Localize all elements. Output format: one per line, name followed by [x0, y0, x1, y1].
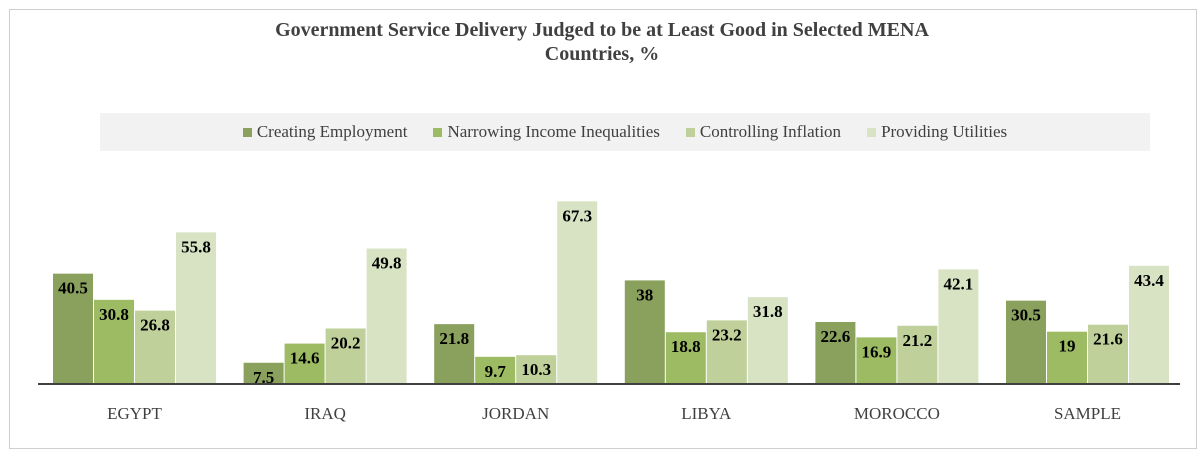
bar-egypt-creating-employment[interactable]	[53, 273, 93, 383]
x-tick-label-iraq: IRAQ	[304, 404, 346, 423]
bar-sample-providing-utilities[interactable]	[1129, 265, 1169, 383]
bar-sample-narrowing-income-inequalities[interactable]	[1047, 331, 1087, 383]
bar-egypt-controlling-inflation[interactable]	[135, 310, 175, 383]
legend-item-narrowing-income-inequalities[interactable]: Narrowing Income Inequalities	[433, 122, 660, 142]
data-label-sample-providing-utilities: 43.4	[1134, 271, 1164, 290]
bar-jordan-narrowing-income-inequalities[interactable]	[475, 356, 516, 383]
bar-iraq-providing-utilities[interactable]	[366, 248, 407, 383]
data-label-jordan-controlling-inflation: 10.3	[521, 360, 551, 379]
data-label-morocco-narrowing-income-inequalities: 16.9	[862, 342, 892, 361]
bar-iraq-creating-employment[interactable]	[243, 362, 284, 383]
x-tick-label-sample: SAMPLE	[1054, 404, 1121, 423]
data-label-iraq-providing-utilities: 49.8	[372, 254, 402, 273]
legend-swatch-providing-utilities	[867, 127, 877, 137]
data-label-jordan-creating-employment: 21.8	[439, 329, 469, 348]
data-label-egypt-creating-employment: 40.5	[58, 279, 88, 298]
legend-label-narrowing-income-inequalities: Narrowing Income Inequalities	[447, 122, 660, 141]
data-label-morocco-providing-utilities: 42.1	[944, 274, 974, 293]
legend-swatch-controlling-inflation	[685, 127, 695, 137]
bar-iraq-controlling-inflation[interactable]	[325, 328, 366, 383]
bar-libya-creating-employment[interactable]	[624, 280, 665, 383]
chart-title-line-2: Countries, %	[544, 43, 660, 65]
data-label-morocco-controlling-inflation: 21.2	[903, 331, 933, 350]
x-tick-label-libya: LIBYA	[681, 404, 732, 423]
bar-egypt-providing-utilities[interactable]	[176, 232, 216, 383]
data-label-sample-controlling-inflation: 21.6	[1093, 330, 1123, 349]
data-label-libya-creating-employment: 38	[636, 285, 653, 304]
x-tick-label-jordan: JORDAN	[482, 404, 549, 423]
bar-jordan-providing-utilities[interactable]	[557, 201, 598, 383]
chart-title: Government Service Delivery Judged to be…	[0, 18, 1204, 66]
bar-morocco-narrowing-income-inequalities[interactable]	[856, 337, 897, 383]
x-tick-label-egypt: EGYPT	[107, 404, 162, 423]
bar-morocco-providing-utilities[interactable]	[938, 269, 979, 383]
bar-iraq-narrowing-income-inequalities[interactable]	[284, 343, 325, 383]
bar-jordan-creating-employment[interactable]	[434, 324, 475, 383]
bar-morocco-controlling-inflation[interactable]	[897, 325, 938, 383]
bar-libya-narrowing-income-inequalities[interactable]	[665, 332, 706, 383]
data-label-iraq-narrowing-income-inequalities: 14.6	[290, 349, 320, 368]
legend-swatch-creating-employment	[242, 127, 252, 137]
legend-label-creating-employment: Creating Employment	[256, 122, 408, 141]
legend-label-providing-utilities: Providing Utilities	[881, 122, 1008, 141]
bar-sample-controlling-inflation[interactable]	[1088, 324, 1128, 383]
bar-morocco-creating-employment[interactable]	[815, 321, 856, 383]
data-label-jordan-providing-utilities: 67.3	[562, 206, 592, 225]
data-label-sample-narrowing-income-inequalities: 19	[1059, 337, 1076, 356]
bar-chart-plot: 40.5 30.8 26.8 55.8 EGYPT 7.5 14.6 20.2 49.8 IRAQ…	[38, 201, 1180, 423]
data-label-libya-providing-utilities: 31.8	[753, 302, 783, 321]
data-label-egypt-providing-utilities: 55.8	[181, 237, 211, 256]
chart-legend: Creating Employment Narrowing Income Ine…	[100, 113, 1150, 151]
chart-title-line-1: Government Service Delivery Judged to be…	[275, 19, 929, 41]
data-label-iraq-controlling-inflation: 20.2	[331, 333, 361, 352]
data-label-sample-creating-employment: 30.5	[1011, 306, 1041, 325]
bar-jordan-controlling-inflation[interactable]	[516, 355, 557, 383]
legend-item-controlling-inflation[interactable]: Controlling Inflation	[685, 122, 842, 142]
legend-label-controlling-inflation: Controlling Inflation	[699, 122, 842, 141]
legend-item-providing-utilities[interactable]: Providing Utilities	[867, 122, 1007, 142]
bar-egypt-narrowing-income-inequalities[interactable]	[94, 299, 134, 383]
data-label-morocco-creating-employment: 22.6	[821, 327, 851, 346]
bar-libya-providing-utilities[interactable]	[747, 297, 788, 383]
legend-item-creating-employment[interactable]: Creating Employment	[242, 122, 408, 142]
bar-libya-controlling-inflation[interactable]	[706, 320, 747, 383]
data-label-libya-narrowing-income-inequalities: 18.8	[671, 337, 701, 356]
data-label-libya-controlling-inflation: 23.2	[712, 325, 742, 344]
legend-swatch-narrowing-income-inequalities	[433, 127, 443, 137]
x-tick-label-morocco: MOROCCO	[854, 404, 940, 423]
bar-sample-creating-employment[interactable]	[1006, 300, 1046, 383]
data-label-iraq-creating-employment: 7.5	[253, 368, 274, 387]
data-label-egypt-narrowing-income-inequalities: 30.8	[99, 305, 129, 324]
data-label-jordan-narrowing-income-inequalities: 9.7	[485, 362, 507, 381]
data-label-egypt-controlling-inflation: 26.8	[140, 316, 170, 335]
